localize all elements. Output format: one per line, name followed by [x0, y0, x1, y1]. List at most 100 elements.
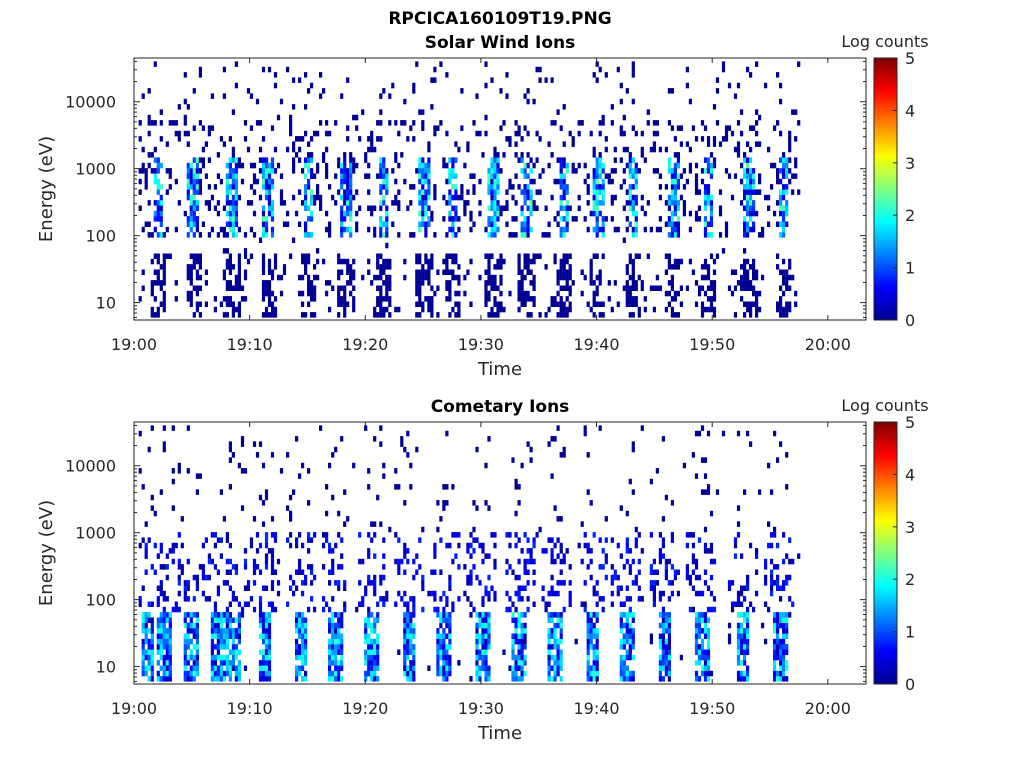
heatmap-cell: [448, 157, 452, 163]
heatmap-cell: [652, 590, 656, 597]
heatmap-cell: [364, 622, 368, 629]
heatmap-cell: [225, 285, 229, 291]
heatmap-cell: [270, 585, 275, 591]
heatmap-cell: [475, 633, 479, 639]
heatmap-cell: [304, 232, 308, 238]
heatmap-cell: [679, 173, 683, 179]
heatmap-cell: [547, 232, 551, 238]
heatmap-cell: [343, 152, 347, 158]
heatmap-cell: [165, 253, 169, 259]
heatmap-cell: [261, 660, 266, 666]
heatmap-cell: [267, 296, 272, 302]
heatmap-cell: [700, 178, 705, 185]
heatmap-cell: [586, 301, 590, 307]
heatmap-cell: [752, 173, 756, 179]
heatmap-cell: [532, 558, 536, 565]
heatmap-cell: [598, 120, 602, 126]
heatmap-cell: [307, 184, 311, 190]
heatmap-cell: [785, 612, 789, 618]
heatmap-cell: [331, 628, 335, 634]
heatmap-cell: [670, 200, 674, 206]
heatmap-cell: [298, 670, 302, 677]
heatmap-cell: [358, 601, 362, 607]
heatmap-cell: [331, 622, 335, 629]
heatmap-cell: [267, 280, 272, 286]
heatmap-cell: [391, 200, 395, 206]
heatmap-cell: [150, 649, 154, 655]
heatmap-cell: [667, 665, 671, 671]
heatmap-cell: [460, 125, 464, 131]
heatmap-cell: [186, 274, 190, 281]
heatmap-cell: [138, 168, 142, 174]
heatmap-cell: [373, 553, 377, 559]
heatmap-cell: [150, 617, 154, 623]
heatmap-cell: [183, 622, 187, 629]
heatmap-cell: [517, 157, 521, 163]
heatmap-cell: [670, 500, 674, 506]
heatmap-cell: [658, 633, 662, 639]
heatmap-cell: [730, 269, 735, 275]
heatmap-cell: [785, 580, 789, 586]
heatmap-cell: [415, 253, 419, 259]
heatmap-cell: [225, 654, 229, 661]
heatmap-cell: [261, 676, 266, 682]
heatmap-cell: [231, 452, 235, 458]
heatmap-cell: [448, 168, 452, 174]
heatmap-cell: [556, 617, 560, 623]
heatmap-cell: [373, 436, 377, 442]
heatmap-cell: [301, 660, 305, 666]
heatmap-cell: [433, 125, 437, 131]
heatmap-cell: [670, 580, 674, 586]
heatmap-cell: [658, 622, 662, 629]
heatmap-cell: [322, 606, 326, 613]
heatmap-cell: [475, 649, 479, 655]
heatmap-cell: [493, 178, 497, 185]
heatmap-cell: [697, 649, 702, 655]
heatmap-cell: [730, 601, 735, 607]
heatmap-cell: [147, 152, 151, 158]
heatmap-cell: [298, 274, 302, 281]
heatmap-cell: [225, 612, 229, 618]
heatmap-cell: [207, 157, 211, 163]
heatmap-cell: [343, 194, 347, 201]
heatmap-cell: [511, 216, 515, 222]
heatmap-cell: [394, 484, 398, 490]
heatmap-cell: [162, 264, 166, 270]
heatmap-cell: [679, 125, 683, 131]
heatmap-cell: [307, 564, 311, 570]
heatmap-cell: [225, 248, 229, 254]
heatmap-cell: [385, 173, 389, 179]
heatmap-cell: [475, 676, 479, 682]
heatmap-cell: [595, 638, 599, 645]
heatmap-cell: [304, 253, 308, 259]
heatmap-cell: [430, 210, 434, 217]
heatmap-cell: [343, 606, 347, 613]
heatmap-cell: [379, 306, 383, 313]
heatmap-cell: [670, 280, 674, 286]
heatmap-cell: [367, 553, 371, 559]
heatmap-cell: [424, 189, 428, 195]
heatmap-cell: [562, 452, 566, 458]
heatmap-cell: [433, 66, 437, 73]
heatmap-cell: [261, 612, 266, 618]
heatmap-cell: [301, 200, 305, 206]
heatmap-cell: [673, 200, 677, 206]
heatmap-cell: [138, 120, 142, 126]
heatmap-cell: [307, 157, 311, 163]
heatmap-cell: [788, 146, 792, 153]
heatmap-cell: [709, 510, 714, 517]
heatmap-cell: [195, 216, 199, 222]
heatmap-cell: [616, 542, 620, 549]
heatmap-cell: [493, 542, 497, 549]
heatmap-cell: [201, 590, 205, 597]
heatmap-cell: [150, 644, 154, 650]
heatmap-cell: [514, 622, 518, 629]
heatmap-cell: [298, 644, 302, 650]
heatmap-cell: [661, 638, 665, 645]
heatmap-cell: [667, 168, 671, 174]
heatmap-cell: [559, 216, 563, 222]
heatmap-cell: [183, 210, 187, 217]
heatmap-cell: [147, 628, 151, 634]
heatmap-cell: [370, 612, 374, 618]
heatmap-cell: [619, 628, 623, 634]
